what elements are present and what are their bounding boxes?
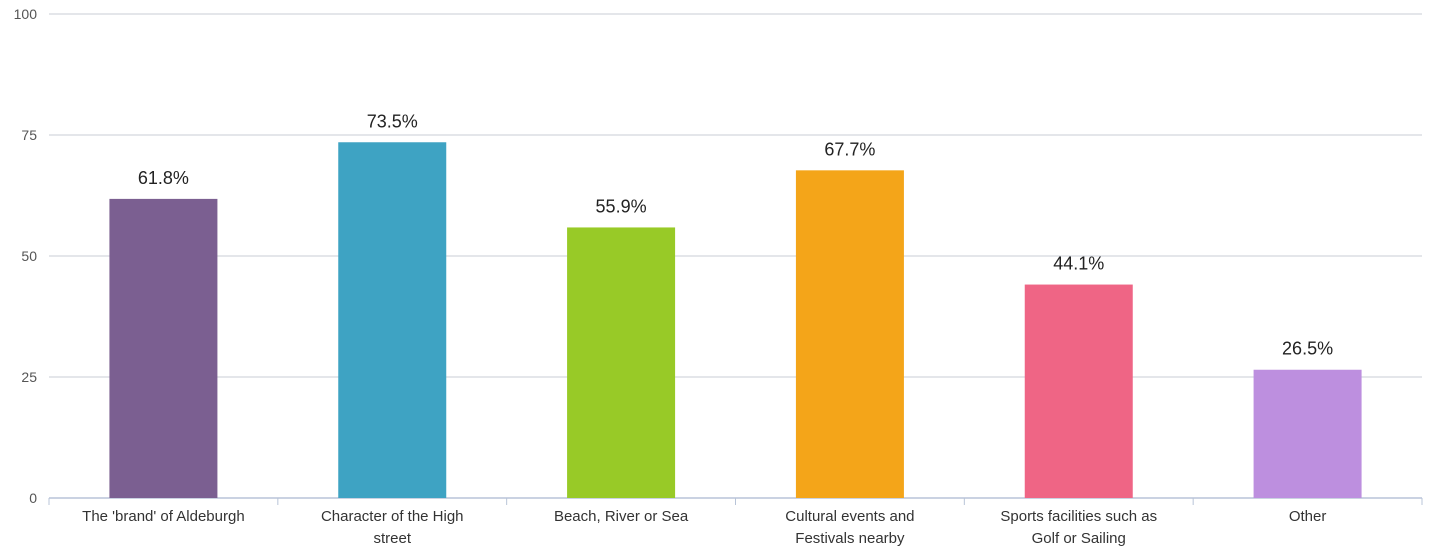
bars <box>109 142 1361 498</box>
data-label: 26.5% <box>1282 339 1333 359</box>
y-tick-label: 75 <box>21 127 37 143</box>
y-tick-label: 50 <box>21 248 37 264</box>
x-tick-label: Cultural events and <box>785 508 914 525</box>
bar[interactable] <box>1254 370 1362 498</box>
x-tick-label: The 'brand' of Aldeburgh <box>82 508 245 525</box>
data-label: 55.9% <box>596 196 647 216</box>
x-tick-label: Golf or Sailing <box>1032 530 1126 547</box>
y-tick-label: 25 <box>21 369 37 385</box>
y-axis: 0 25 50 75 100 <box>14 6 38 506</box>
gridlines <box>49 14 1422 377</box>
x-tick-label: Other <box>1289 508 1327 525</box>
x-tick-label: street <box>373 530 411 547</box>
bar[interactable] <box>338 142 446 498</box>
bar[interactable] <box>1025 285 1133 498</box>
y-tick-label: 0 <box>29 490 37 506</box>
x-axis: The 'brand' of Aldeburgh Character of the… <box>49 498 1422 547</box>
x-tick-label: Beach, River or Sea <box>554 508 689 525</box>
x-tick-label: Character of the High <box>321 508 464 525</box>
data-label: 44.1% <box>1053 254 1104 274</box>
bar[interactable] <box>796 170 904 498</box>
y-tick-label: 100 <box>14 6 38 22</box>
bar[interactable] <box>567 227 675 498</box>
bar[interactable] <box>109 199 217 498</box>
x-tick-label: Festivals nearby <box>795 530 905 547</box>
data-labels: 61.8% 73.5% 55.9% 67.7% 44.1% 26.5% <box>138 111 1333 358</box>
data-label: 61.8% <box>138 168 189 188</box>
data-label: 73.5% <box>367 111 418 131</box>
data-label: 67.7% <box>824 139 875 159</box>
x-tick-label: Sports facilities such as <box>1000 508 1157 525</box>
